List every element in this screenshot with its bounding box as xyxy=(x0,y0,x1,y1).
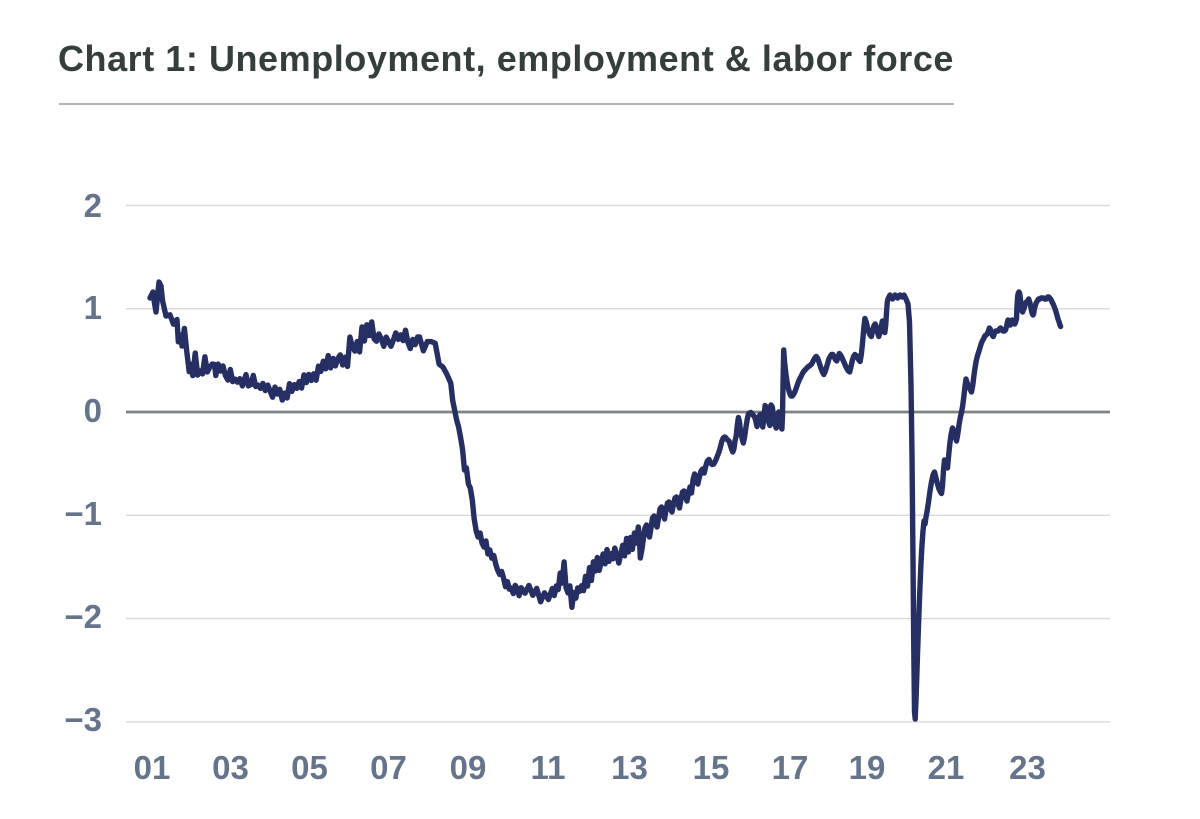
svg-text:03: 03 xyxy=(212,749,249,786)
svg-text:23: 23 xyxy=(1009,749,1046,786)
svg-text:0: 0 xyxy=(84,392,102,429)
svg-text:07: 07 xyxy=(370,749,407,786)
svg-text:−1: −1 xyxy=(64,495,102,532)
svg-text:21: 21 xyxy=(928,749,965,786)
svg-text:−2: −2 xyxy=(64,598,102,635)
svg-text:−3: −3 xyxy=(64,701,102,738)
svg-text:19: 19 xyxy=(849,749,886,786)
svg-text:2: 2 xyxy=(84,187,102,224)
svg-text:17: 17 xyxy=(772,749,809,786)
svg-text:09: 09 xyxy=(450,749,487,786)
svg-text:13: 13 xyxy=(611,749,648,786)
svg-text:1: 1 xyxy=(84,289,102,326)
svg-text:01: 01 xyxy=(134,749,171,786)
svg-text:15: 15 xyxy=(693,749,730,786)
svg-text:11: 11 xyxy=(531,749,566,786)
svg-text:05: 05 xyxy=(291,749,328,786)
